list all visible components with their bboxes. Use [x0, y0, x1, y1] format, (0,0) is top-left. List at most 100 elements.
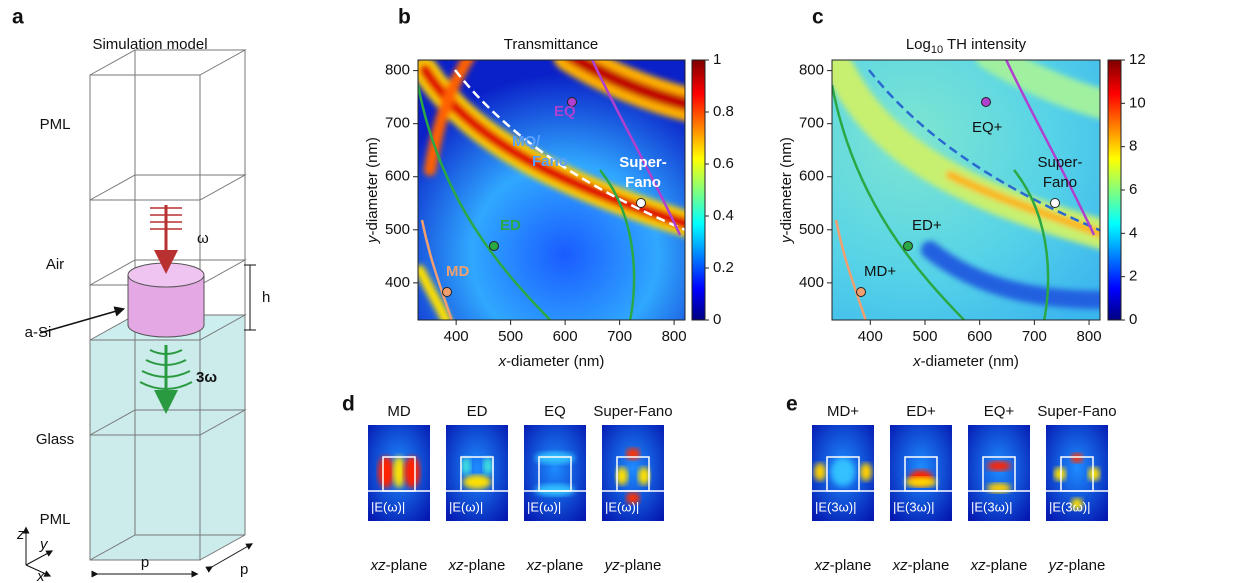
label-part: xz	[814, 557, 831, 574]
label-part: -plane	[464, 557, 506, 574]
label-part: -plane	[908, 557, 950, 574]
field-hotspot	[404, 456, 420, 488]
field-label: |E(3ω)|	[893, 499, 934, 514]
field-hotspot	[831, 458, 855, 486]
panel-label: c	[812, 6, 824, 29]
layer-label: PML	[40, 116, 71, 133]
x-tick-label: 800	[662, 328, 687, 345]
colorbar-tick-label: 0	[713, 311, 721, 328]
field-label: |E(3ω)|	[971, 499, 1012, 514]
period-label: p	[141, 554, 149, 571]
label-part: -plane	[386, 557, 428, 574]
colorbar-tick-label: 0.8	[713, 103, 734, 120]
label-part: xz	[970, 557, 987, 574]
annotation: Fano	[1043, 174, 1077, 191]
th-intensity-map	[832, 55, 1105, 330]
panel-title: Log10 TH intensity	[906, 36, 1027, 56]
label-part: -plane	[986, 557, 1028, 574]
label-part: -plane	[542, 557, 584, 574]
field-label: |E(3ω)|	[1049, 499, 1090, 514]
layer-label: PML	[40, 511, 71, 528]
annotation: MD	[446, 263, 469, 280]
field-hotspot	[535, 484, 575, 496]
colorbar-tick-label: 8	[1129, 138, 1137, 155]
label-part: -diameter (nm)	[506, 353, 604, 370]
period-label: p	[240, 561, 248, 578]
omega-label: ω	[197, 230, 209, 247]
field-hotspot	[860, 463, 872, 481]
colorbar-tick-label: 0	[1129, 311, 1137, 328]
x-tick-label: 700	[607, 328, 632, 345]
label-part: -plane	[620, 557, 662, 574]
label-part: xz	[448, 557, 465, 574]
field-hotspot	[987, 461, 1011, 471]
field-hotspot	[378, 456, 394, 488]
label-part: xz	[892, 557, 909, 574]
plane-label: xz-plane	[526, 557, 584, 574]
field-hotspot	[638, 467, 650, 485]
field-hotspot	[461, 457, 471, 475]
title-part: TH intensity	[943, 36, 1027, 53]
plane-label: xz-plane	[892, 557, 950, 574]
colorbar	[1108, 60, 1121, 320]
y-tick-label: 800	[385, 62, 410, 79]
x-tick-label: 500	[498, 328, 523, 345]
map-title: MD	[387, 403, 410, 420]
colorbar-tick-label: 4	[1129, 224, 1137, 241]
field-label: |E(ω)|	[527, 499, 561, 514]
annotation: ED+	[912, 217, 942, 234]
y-tick-label: 800	[799, 62, 824, 79]
height-label: h	[262, 289, 270, 306]
panel-label: a	[12, 6, 24, 29]
plane-label: xz-plane	[370, 557, 428, 574]
label-part: xz	[526, 557, 543, 574]
label-part: yz	[604, 557, 621, 574]
field-hotspot	[393, 456, 405, 488]
layer-label: a-Si	[25, 324, 52, 341]
x-tick-label: 400	[858, 328, 883, 345]
three-omega-label: 3ω	[196, 369, 217, 386]
y-axis-label: y-diameter (nm)	[364, 137, 381, 244]
map-title: Super-Fano	[593, 403, 672, 420]
field-hotspot	[626, 448, 640, 460]
x-tick-label: 700	[1022, 328, 1047, 345]
plane-label: yz-plane	[604, 557, 662, 574]
layer-label: Glass	[36, 431, 74, 448]
colorbar-tick-label: 12	[1129, 51, 1146, 68]
field-hotspot	[483, 457, 493, 475]
x-axis-label: x-diameter (nm)	[498, 353, 605, 370]
field-hotspot	[814, 463, 826, 481]
map-title: ED+	[906, 403, 936, 420]
annotation: ED	[500, 217, 521, 234]
field-label: |E(ω)|	[449, 499, 483, 514]
field-hotspot	[1088, 467, 1100, 481]
panel-a: a Simulation model PML Air a-Si Glass PM…	[12, 6, 270, 583]
panel-label: d	[342, 393, 355, 416]
field-hotspot	[1071, 453, 1083, 463]
y-tick-label: 700	[385, 115, 410, 132]
annotation: Fano	[532, 153, 568, 170]
plane-label: xz-plane	[448, 557, 506, 574]
label-part: -plane	[1064, 557, 1106, 574]
title-part: 10	[931, 44, 943, 56]
field-label: |E(ω)|	[371, 499, 405, 514]
x-tick-label: 600	[967, 328, 992, 345]
colorbar-tick-label: 10	[1129, 94, 1146, 111]
annotation: MD+	[864, 263, 896, 280]
transmittance-map	[418, 55, 690, 330]
y-tick-label: 400	[385, 274, 410, 291]
plane-label: xz-plane	[814, 557, 872, 574]
field-hotspot	[463, 475, 491, 489]
x-tick-label: 800	[1077, 328, 1102, 345]
map-title: EQ	[544, 403, 566, 420]
label-part: xz	[370, 557, 387, 574]
y-tick-label: 700	[799, 115, 824, 132]
annotation: MQ/	[512, 133, 541, 150]
field-label: |E(ω)|	[605, 499, 639, 514]
y-tick-label: 600	[385, 168, 410, 185]
plane-label: xz-plane	[970, 557, 1028, 574]
axis-label: z	[16, 526, 25, 543]
annotation: Fano	[625, 174, 661, 191]
panel-label: b	[398, 6, 411, 29]
x-tick-label: 600	[553, 328, 578, 345]
